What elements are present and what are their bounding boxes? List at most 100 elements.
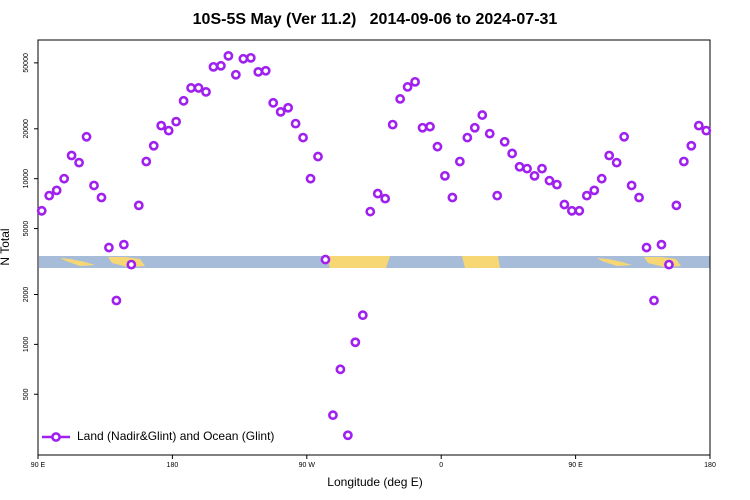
data-point bbox=[402, 82, 413, 92]
data-point bbox=[268, 97, 279, 108]
data-point bbox=[275, 106, 286, 117]
data-point bbox=[186, 83, 196, 93]
data-point bbox=[66, 150, 77, 161]
data-point bbox=[148, 140, 159, 151]
data-point bbox=[111, 295, 122, 306]
legend-label: Land (Nadir&Glint) and Ocean (Glint) bbox=[77, 429, 274, 443]
data-point bbox=[118, 239, 129, 250]
data-point bbox=[290, 118, 301, 129]
data-point bbox=[619, 131, 630, 142]
data-point bbox=[454, 156, 465, 167]
data-point bbox=[193, 83, 204, 93]
data-point bbox=[432, 141, 443, 152]
data-point bbox=[342, 430, 353, 441]
data-point bbox=[634, 192, 644, 203]
data-point bbox=[387, 119, 398, 130]
data-point bbox=[141, 156, 152, 167]
data-point bbox=[230, 69, 241, 80]
data-point bbox=[104, 242, 114, 253]
data-point bbox=[74, 157, 84, 168]
x-axis-label: Longitude (deg E) bbox=[327, 475, 422, 489]
data-point bbox=[81, 131, 92, 142]
data-point bbox=[36, 205, 47, 216]
data-point bbox=[59, 173, 70, 184]
data-point bbox=[678, 156, 689, 167]
data-point bbox=[245, 52, 256, 63]
y-tick-label: 20000 bbox=[23, 119, 30, 139]
data-point bbox=[581, 190, 592, 201]
data-point bbox=[492, 190, 503, 201]
data-point bbox=[440, 170, 450, 181]
land bbox=[326, 256, 390, 268]
data-point bbox=[559, 199, 570, 210]
data-point bbox=[447, 192, 458, 203]
x-tick-label: 90 E bbox=[568, 462, 583, 469]
map-strip bbox=[39, 256, 710, 268]
legend-marker bbox=[51, 432, 61, 442]
y-tick-label: 5000 bbox=[23, 221, 30, 237]
data-point bbox=[529, 170, 540, 181]
data-point bbox=[320, 254, 331, 265]
data-point bbox=[44, 190, 55, 201]
data-point bbox=[283, 102, 294, 113]
land bbox=[462, 256, 500, 268]
data-point bbox=[260, 65, 271, 76]
data-point bbox=[693, 120, 704, 131]
data-point bbox=[313, 151, 323, 162]
data-point bbox=[178, 95, 189, 106]
data-point bbox=[156, 120, 167, 131]
data-point bbox=[552, 179, 562, 190]
y-tick-label: 1000 bbox=[23, 336, 30, 352]
data-point bbox=[626, 180, 637, 191]
data-point bbox=[514, 161, 525, 172]
data-point bbox=[133, 200, 144, 211]
data-point bbox=[395, 94, 406, 104]
x-tick-label: 180 bbox=[167, 462, 179, 469]
data-point bbox=[566, 205, 577, 216]
land bbox=[60, 257, 145, 267]
chart-title: 10S-5S May (Ver 11.2) 2014-09-06 to 2024… bbox=[193, 11, 558, 28]
data-point bbox=[126, 259, 137, 270]
data-point bbox=[298, 132, 308, 143]
data-point bbox=[96, 192, 107, 203]
data-point bbox=[611, 157, 622, 168]
data-point bbox=[641, 242, 652, 253]
data-point bbox=[365, 206, 376, 217]
y-axis-label: N Total bbox=[0, 228, 12, 265]
y-tick-label: 10000 bbox=[23, 169, 30, 189]
data-point bbox=[425, 121, 435, 132]
data-point bbox=[335, 364, 346, 375]
data-point bbox=[537, 163, 547, 174]
data-point bbox=[462, 132, 473, 143]
data-point bbox=[305, 173, 316, 184]
data-point bbox=[216, 60, 226, 71]
data-point bbox=[686, 140, 697, 151]
data-point bbox=[223, 50, 234, 61]
data-point bbox=[649, 295, 659, 306]
data-point bbox=[671, 200, 682, 211]
data-point bbox=[201, 86, 211, 97]
data-point bbox=[477, 110, 488, 120]
y-tick-label: 50000 bbox=[23, 53, 30, 73]
data-point bbox=[544, 175, 555, 186]
data-point bbox=[380, 193, 391, 204]
data-point bbox=[574, 205, 585, 216]
y-tick-label: 500 bbox=[23, 388, 30, 400]
data-point bbox=[596, 173, 607, 184]
data-point bbox=[208, 61, 219, 72]
data-point bbox=[417, 122, 428, 133]
data-point bbox=[328, 410, 338, 421]
data-point bbox=[507, 148, 518, 159]
x-tick-label: 90 E bbox=[31, 462, 46, 469]
data-point bbox=[522, 163, 532, 174]
data-point bbox=[701, 125, 712, 136]
data-point bbox=[604, 150, 615, 161]
data-point bbox=[238, 53, 249, 64]
data-point bbox=[51, 185, 62, 196]
data-point bbox=[410, 76, 420, 87]
data-point bbox=[664, 259, 674, 270]
data-point bbox=[372, 188, 383, 199]
data-point bbox=[89, 180, 99, 191]
data-point bbox=[350, 337, 361, 348]
